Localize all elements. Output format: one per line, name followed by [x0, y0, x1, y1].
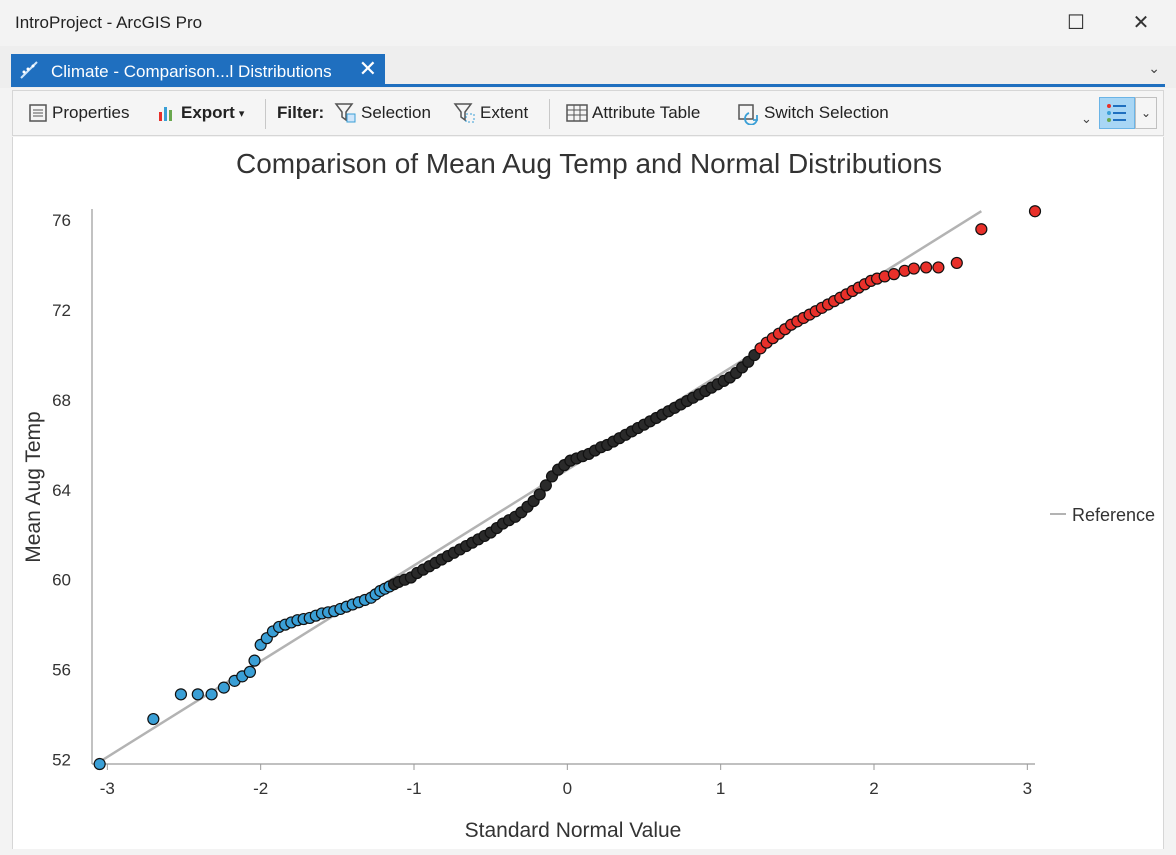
export-label: Export: [181, 103, 235, 122]
filter-selection-icon: [334, 103, 356, 123]
data-point[interactable]: [147, 712, 160, 726]
filter-extent-button[interactable]: Extent: [453, 91, 528, 135]
data-point[interactable]: [920, 261, 933, 274]
filter-label-text: Filter:: [277, 103, 325, 122]
chart-area: Comparison of Mean Aug Temp and Normal D…: [12, 137, 1164, 849]
x-tick-label: 2: [869, 779, 878, 798]
data-point[interactable]: [950, 256, 963, 270]
x-tick-label: 3: [1023, 779, 1032, 798]
export-button[interactable]: Export ▾: [156, 91, 244, 135]
close-tab-icon[interactable]: ✕: [358, 56, 377, 81]
data-point[interactable]: [93, 757, 106, 771]
window-title: IntroProject - ArcGIS Pro: [15, 13, 203, 32]
filter-extent-icon: [453, 103, 475, 123]
x-tick-label: 0: [563, 779, 572, 798]
properties-label: Properties: [52, 103, 130, 122]
selection-label: Selection: [361, 103, 431, 122]
attribute-table-icon: [566, 104, 588, 122]
data-point[interactable]: [932, 261, 945, 274]
chart-toolbar: Properties Export ▾ Filter: Selection Ex…: [12, 90, 1164, 136]
window-titlebar: IntroProject - ArcGIS Pro ☐ ✕: [0, 0, 1176, 46]
data-points: [93, 205, 1042, 771]
y-tick-labels: 52 56 60 64 68 72 76: [52, 211, 71, 769]
y-tick-label: 76: [52, 211, 71, 230]
tab-underline: [11, 84, 1165, 87]
data-point[interactable]: [539, 479, 552, 492]
data-point[interactable]: [248, 654, 261, 667]
switch-selection-icon: [738, 104, 758, 125]
legend-reference-label[interactable]: Reference: [1072, 505, 1155, 525]
tab-climate-chart[interactable]: Climate - Comparison...l Distributions ✕: [11, 54, 385, 86]
export-chart-icon: [159, 107, 172, 121]
properties-icon: [29, 104, 47, 122]
switch-selection-button[interactable]: Switch Selection: [737, 91, 889, 135]
x-tick-label: -2: [253, 779, 268, 798]
data-point[interactable]: [887, 268, 901, 281]
data-point[interactable]: [907, 262, 920, 275]
tab-label: Climate - Comparison...l Distributions: [51, 62, 332, 81]
switch-selection-label: Switch Selection: [764, 103, 889, 122]
data-point[interactable]: [205, 688, 218, 701]
y-tick-label: 72: [52, 301, 71, 320]
maximize-button[interactable]: ☐: [1067, 12, 1085, 34]
data-point[interactable]: [1028, 205, 1042, 218]
data-point[interactable]: [174, 688, 188, 701]
data-point[interactable]: [191, 688, 204, 701]
y-tick-label: 60: [52, 571, 71, 590]
list-view-icon: [1107, 104, 1126, 122]
chart-line-icon: [20, 61, 38, 79]
toolbar-overflow-icon[interactable]: ⌄: [1081, 111, 1092, 126]
close-window-button[interactable]: ✕: [1132, 12, 1150, 34]
data-point[interactable]: [533, 488, 546, 501]
x-tick-labels: -3 -2 -1 0 1 2 3: [100, 764, 1032, 798]
data-point[interactable]: [243, 665, 257, 678]
x-tick-label: -3: [100, 779, 115, 798]
x-axis-label: Standard Normal Value: [465, 819, 682, 842]
toolbar-divider: [265, 99, 266, 129]
chart-title: Comparison of Mean Aug Temp and Normal D…: [236, 148, 942, 179]
export-dropdown-arrow-icon: ▾: [238, 107, 245, 120]
y-tick-label: 56: [52, 661, 71, 680]
y-tick-label: 52: [52, 751, 71, 770]
extent-label: Extent: [480, 103, 529, 122]
toolbar-divider: [549, 99, 550, 129]
attribute-table-label: Attribute Table: [592, 103, 701, 122]
y-axis-label: Mean Aug Temp: [22, 411, 45, 562]
list-view-button[interactable]: [1099, 97, 1135, 129]
data-point[interactable]: [217, 681, 230, 694]
properties-button[interactable]: Properties: [27, 91, 129, 135]
view-dropdown-chevron-icon[interactable]: ⌄: [1135, 97, 1157, 129]
filter-selection-button[interactable]: Selection: [334, 91, 431, 135]
tab-overflow-chevron-icon[interactable]: ⌄: [1148, 60, 1160, 76]
attribute-table-button[interactable]: Attribute Table: [565, 91, 700, 135]
y-tick-label: 68: [52, 391, 71, 410]
x-tick-label: 1: [716, 779, 725, 798]
x-tick-label: -1: [406, 779, 421, 798]
tab-strip: Climate - Comparison...l Distributions ✕…: [0, 46, 1176, 88]
filter-label: Filter:: [277, 91, 324, 135]
qq-plot[interactable]: Comparison of Mean Aug Temp and Normal D…: [13, 137, 1163, 849]
y-tick-label: 64: [52, 481, 71, 500]
data-point[interactable]: [975, 223, 988, 236]
